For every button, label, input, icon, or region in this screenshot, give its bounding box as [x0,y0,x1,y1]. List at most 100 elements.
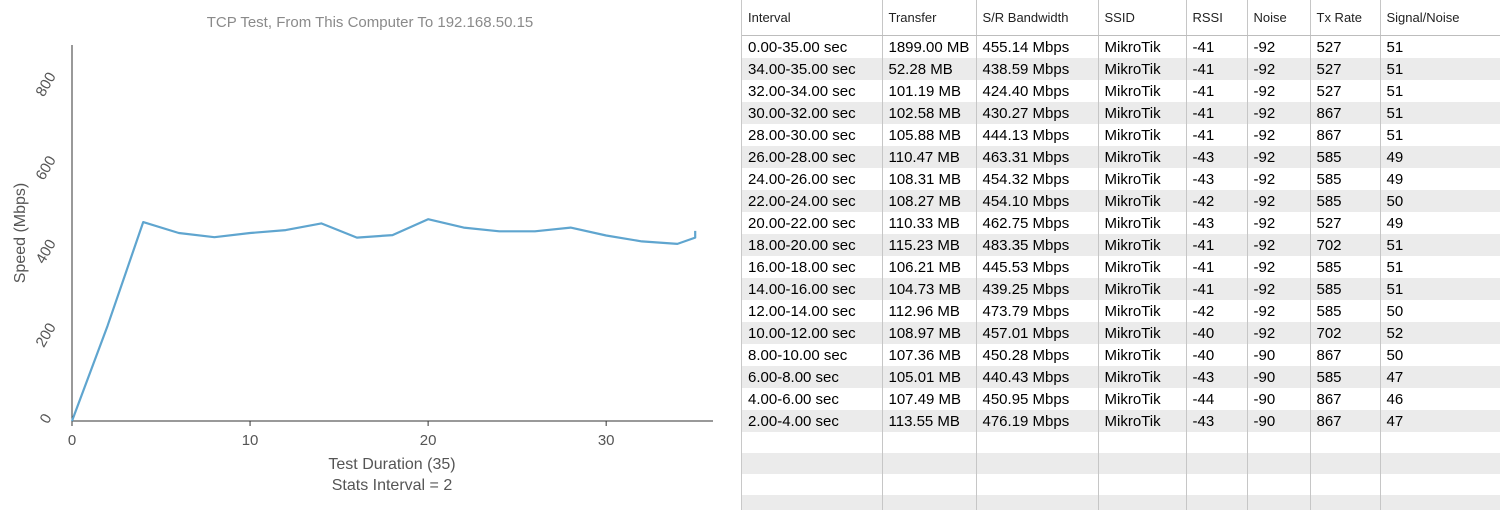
empty-cell [742,495,883,510]
table-row[interactable]: 30.00-32.00 sec 102.58 MB 430.27 Mbps Mikro… [742,102,1500,124]
table-cell: MikroTik [1098,344,1187,366]
table-cell: 106.21 MB [882,256,977,278]
table-row[interactable]: 12.00-14.00 sec 112.96 MB 473.79 Mbps Mikro… [742,300,1500,322]
table-cell: 702 [1310,322,1381,344]
empty-cell [1098,432,1187,453]
table-cell: 527 [1310,35,1381,58]
table-cell: 52 [1380,322,1500,344]
column-header[interactable]: SSID [1098,0,1187,36]
table-cell: 867 [1310,410,1381,432]
table-row[interactable]: 2.00-4.00 sec 113.55 MB 476.19 Mbps MikroTi… [742,410,1500,432]
column-header[interactable]: Interval [742,0,883,36]
empty-cell [1186,432,1248,453]
table-cell: 867 [1310,388,1381,410]
empty-cell [1186,453,1248,474]
empty-cell [1247,453,1311,474]
table-cell: 108.27 MB [882,190,977,212]
column-header[interactable]: Signal/Noise [1380,0,1500,36]
empty-cell [1247,495,1311,510]
empty-cell [976,432,1099,453]
table-cell: -92 [1247,146,1311,168]
stats-interval-label: Stats Interval = 2 [332,477,453,494]
chart-title: TCP Test, From This Computer To 192.168.… [207,14,534,31]
column-header[interactable]: Noise [1247,0,1311,36]
empty-cell [976,474,1099,495]
table-cell: MikroTik [1098,410,1187,432]
empty-cell [1310,474,1381,495]
table-cell: -43 [1186,212,1248,234]
table-row[interactable]: 8.00-10.00 sec 107.36 MB 450.28 Mbps MikroT… [742,344,1500,366]
table-row[interactable]: 4.00-6.00 sec 107.49 MB 450.95 Mbps MikroTi… [742,388,1500,410]
table-row[interactable]: 28.00-30.00 sec 105.88 MB 444.13 Mbps Mikro… [742,124,1500,146]
table-row[interactable]: 24.00-26.00 sec 108.31 MB 454.32 Mbps Mikro… [742,168,1500,190]
empty-cell [1380,474,1500,495]
empty-cell [976,495,1099,510]
table-cell: -92 [1247,58,1311,80]
table-cell: MikroTik [1098,146,1187,168]
table-cell: 18.00-20.00 sec [742,234,883,256]
empty-row [742,453,1500,474]
table-row[interactable]: 6.00-8.00 sec 105.01 MB 440.43 Mbps MikroTi… [742,366,1500,388]
table-row[interactable]: 34.00-35.00 sec 52.28 MB 438.59 Mbps MikroT… [742,58,1500,80]
table-cell: 108.97 MB [882,322,977,344]
table-cell: -43 [1186,146,1248,168]
table-cell: -43 [1186,168,1248,190]
column-header[interactable]: RSSI [1186,0,1248,36]
table-cell: -92 [1247,80,1311,102]
table-cell: 10.00-12.00 sec [742,322,883,344]
table-cell: 52.28 MB [882,58,977,80]
table-cell: MikroTik [1098,58,1187,80]
table-cell: 105.01 MB [882,366,977,388]
table-cell: 438.59 Mbps [976,58,1099,80]
table-cell: 454.32 Mbps [976,168,1099,190]
table-cell: 424.40 Mbps [976,80,1099,102]
empty-cell [1380,432,1500,453]
table-cell: MikroTik [1098,300,1187,322]
table-cell: 585 [1310,168,1381,190]
speed-chart-svg: TCP Test, From This Computer To 192.168.… [12,14,713,494]
table-row[interactable]: 14.00-16.00 sec 104.73 MB 439.25 Mbps Mikro… [742,278,1500,300]
column-header[interactable]: Transfer [882,0,977,36]
table-cell: 450.28 Mbps [976,344,1099,366]
table-cell: MikroTik [1098,388,1187,410]
table-row[interactable]: 0.00-35.00 sec 1899.00 MB 455.14 Mbps Mikro… [742,35,1500,58]
table-row[interactable]: 32.00-34.00 sec 101.19 MB 424.40 Mbps Mikro… [742,80,1500,102]
table-cell: -92 [1247,234,1311,256]
table-row[interactable]: 18.00-20.00 sec 115.23 MB 483.35 Mbps Mikro… [742,234,1500,256]
results-table-panel[interactable]: Interval Transfer S/R Bandwidth SSID RSSI Noi… [741,0,1500,510]
x-axis-label: Test Duration (35) [328,456,455,473]
table-cell: -92 [1247,256,1311,278]
table-cell: -43 [1186,410,1248,432]
table-cell: 49 [1380,168,1500,190]
table-row[interactable]: 22.00-24.00 sec 108.27 MB 454.10 Mbps Mikro… [742,190,1500,212]
table-cell: 110.33 MB [882,212,977,234]
table-row[interactable]: 20.00-22.00 sec 110.33 MB 462.75 Mbps Mikro… [742,212,1500,234]
table-cell: MikroTik [1098,168,1187,190]
results-table[interactable]: Interval Transfer S/R Bandwidth SSID RSSI Noi… [742,0,1500,510]
empty-cell [1247,432,1311,453]
table-cell: MikroTik [1098,278,1187,300]
table-cell: 585 [1310,300,1381,322]
table-cell: MikroTik [1098,322,1187,344]
table-cell: -41 [1186,256,1248,278]
table-cell: 24.00-26.00 sec [742,168,883,190]
table-row[interactable]: 26.00-28.00 sec 110.47 MB 463.31 Mbps Mikro… [742,146,1500,168]
table-cell: 51 [1380,124,1500,146]
table-cell: MikroTik [1098,35,1187,58]
empty-cell [1310,432,1381,453]
table-row[interactable]: 10.00-12.00 sec 108.97 MB 457.01 Mbps Mikro… [742,322,1500,344]
table-cell: 457.01 Mbps [976,322,1099,344]
column-header[interactable]: S/R Bandwidth [976,0,1099,36]
column-header[interactable]: Tx Rate [1310,0,1381,36]
x-tick-label: 30 [598,432,615,449]
table-row[interactable]: 16.00-18.00 sec 106.21 MB 445.53 Mbps Mikro… [742,256,1500,278]
empty-cell [1247,474,1311,495]
table-cell: 585 [1310,366,1381,388]
table-cell: -40 [1186,322,1248,344]
empty-cell [882,474,977,495]
table-cell: 867 [1310,102,1381,124]
empty-cell [1098,453,1187,474]
y-tick-label: 800 [32,69,59,99]
table-cell: 527 [1310,58,1381,80]
y-axis-label: Speed (Mbps) [12,183,29,284]
